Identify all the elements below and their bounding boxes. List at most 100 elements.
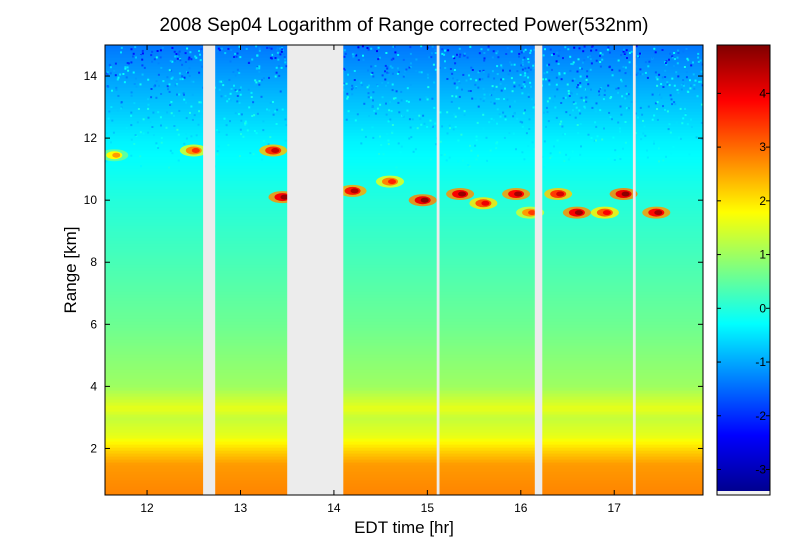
noise-speckle (177, 133, 180, 136)
noise-speckle (114, 74, 117, 77)
noise-speckle (123, 48, 126, 50)
noise-speckle (568, 95, 571, 97)
noise-speckle (627, 107, 630, 110)
noise-speckle (368, 114, 371, 117)
noise-speckle (173, 50, 176, 53)
noise-speckle (647, 105, 650, 108)
noise-speckle (110, 107, 113, 110)
noise-speckle (579, 112, 582, 115)
noise-speckle (667, 128, 670, 131)
value-band (105, 441, 703, 445)
value-band (105, 105, 703, 109)
noise-speckle (669, 131, 672, 134)
noise-speckle (372, 91, 375, 94)
noise-speckle (610, 96, 613, 98)
noise-speckle (112, 131, 115, 134)
noise-speckle (368, 84, 370, 87)
value-band (105, 318, 703, 322)
noise-speckle (194, 55, 197, 58)
y-tick-label: 10 (84, 193, 98, 207)
noise-speckle (455, 87, 458, 90)
y-tick-label: 14 (84, 69, 98, 83)
noise-speckle (389, 101, 391, 104)
noise-speckle (406, 87, 409, 90)
noise-speckle (140, 165, 142, 168)
noise-speckle (596, 135, 599, 138)
noise-speckle (427, 76, 429, 79)
noise-speckle (126, 66, 129, 69)
colorbar-tick-label: 1 (759, 248, 766, 262)
noise-speckle (446, 111, 449, 114)
noise-speckle (544, 164, 546, 167)
noise-speckle (524, 72, 527, 75)
noise-speckle (191, 93, 194, 96)
value-band (105, 429, 703, 433)
noise-speckle (150, 54, 153, 57)
noise-speckle (432, 63, 435, 66)
noise-speckle (487, 75, 490, 78)
noise-speckle (227, 144, 230, 147)
noise-speckle (587, 83, 590, 86)
noise-speckle (690, 64, 693, 67)
value-band (105, 177, 703, 181)
noise-speckle (620, 78, 622, 81)
noise-speckle (252, 101, 255, 104)
noise-speckle (371, 126, 374, 129)
noise-speckle (192, 80, 195, 83)
noise-speckle (671, 77, 674, 80)
noise-speckle (470, 149, 473, 152)
noise-speckle (373, 109, 376, 112)
noise-speckle (521, 46, 524, 49)
noise-speckle (482, 127, 485, 130)
value-band (105, 351, 703, 355)
noise-speckle (578, 47, 581, 50)
noise-speckle (697, 56, 700, 59)
value-band (105, 456, 703, 460)
noise-speckle (147, 78, 150, 81)
noise-speckle (360, 81, 363, 84)
noise-speckle (486, 159, 489, 162)
noise-speckle (402, 114, 404, 117)
noise-speckle (576, 93, 579, 96)
noise-speckle (220, 80, 223, 83)
cloud-core (556, 191, 565, 197)
noise-speckle (480, 48, 483, 51)
value-band (105, 414, 703, 418)
noise-speckle (366, 86, 369, 89)
y-tick-label: 2 (90, 441, 97, 455)
data-gaps (203, 45, 636, 495)
noise-speckle (169, 104, 172, 106)
noise-speckle (258, 67, 261, 70)
noise-speckle (162, 80, 165, 83)
noise-speckle (579, 45, 582, 48)
noise-speckle (130, 94, 133, 97)
noise-speckle (235, 55, 238, 58)
noise-speckle (677, 75, 680, 78)
noise-speckle (384, 70, 386, 73)
value-band (105, 150, 703, 154)
noise-speckle (619, 105, 622, 108)
noise-speckle (193, 114, 196, 117)
noise-speckle (661, 49, 664, 51)
noise-speckle (572, 101, 575, 104)
noise-speckle (677, 49, 679, 52)
noise-speckle (244, 123, 247, 126)
noise-speckle (499, 115, 502, 118)
noise-speckle (452, 77, 454, 80)
noise-speckle (579, 153, 582, 156)
noise-speckle (108, 63, 111, 66)
noise-speckle (238, 45, 241, 48)
noise-speckle (507, 73, 510, 76)
noise-speckle (603, 94, 606, 96)
noise-speckle (457, 160, 460, 163)
noise-speckle (486, 59, 489, 62)
noise-speckle (571, 63, 574, 66)
noise-speckle (116, 109, 119, 112)
noise-speckle (569, 69, 572, 72)
noise-speckle (560, 120, 563, 123)
value-band (105, 207, 703, 211)
data-gap (436, 45, 440, 495)
value-band (105, 282, 703, 286)
value-band (105, 417, 703, 421)
